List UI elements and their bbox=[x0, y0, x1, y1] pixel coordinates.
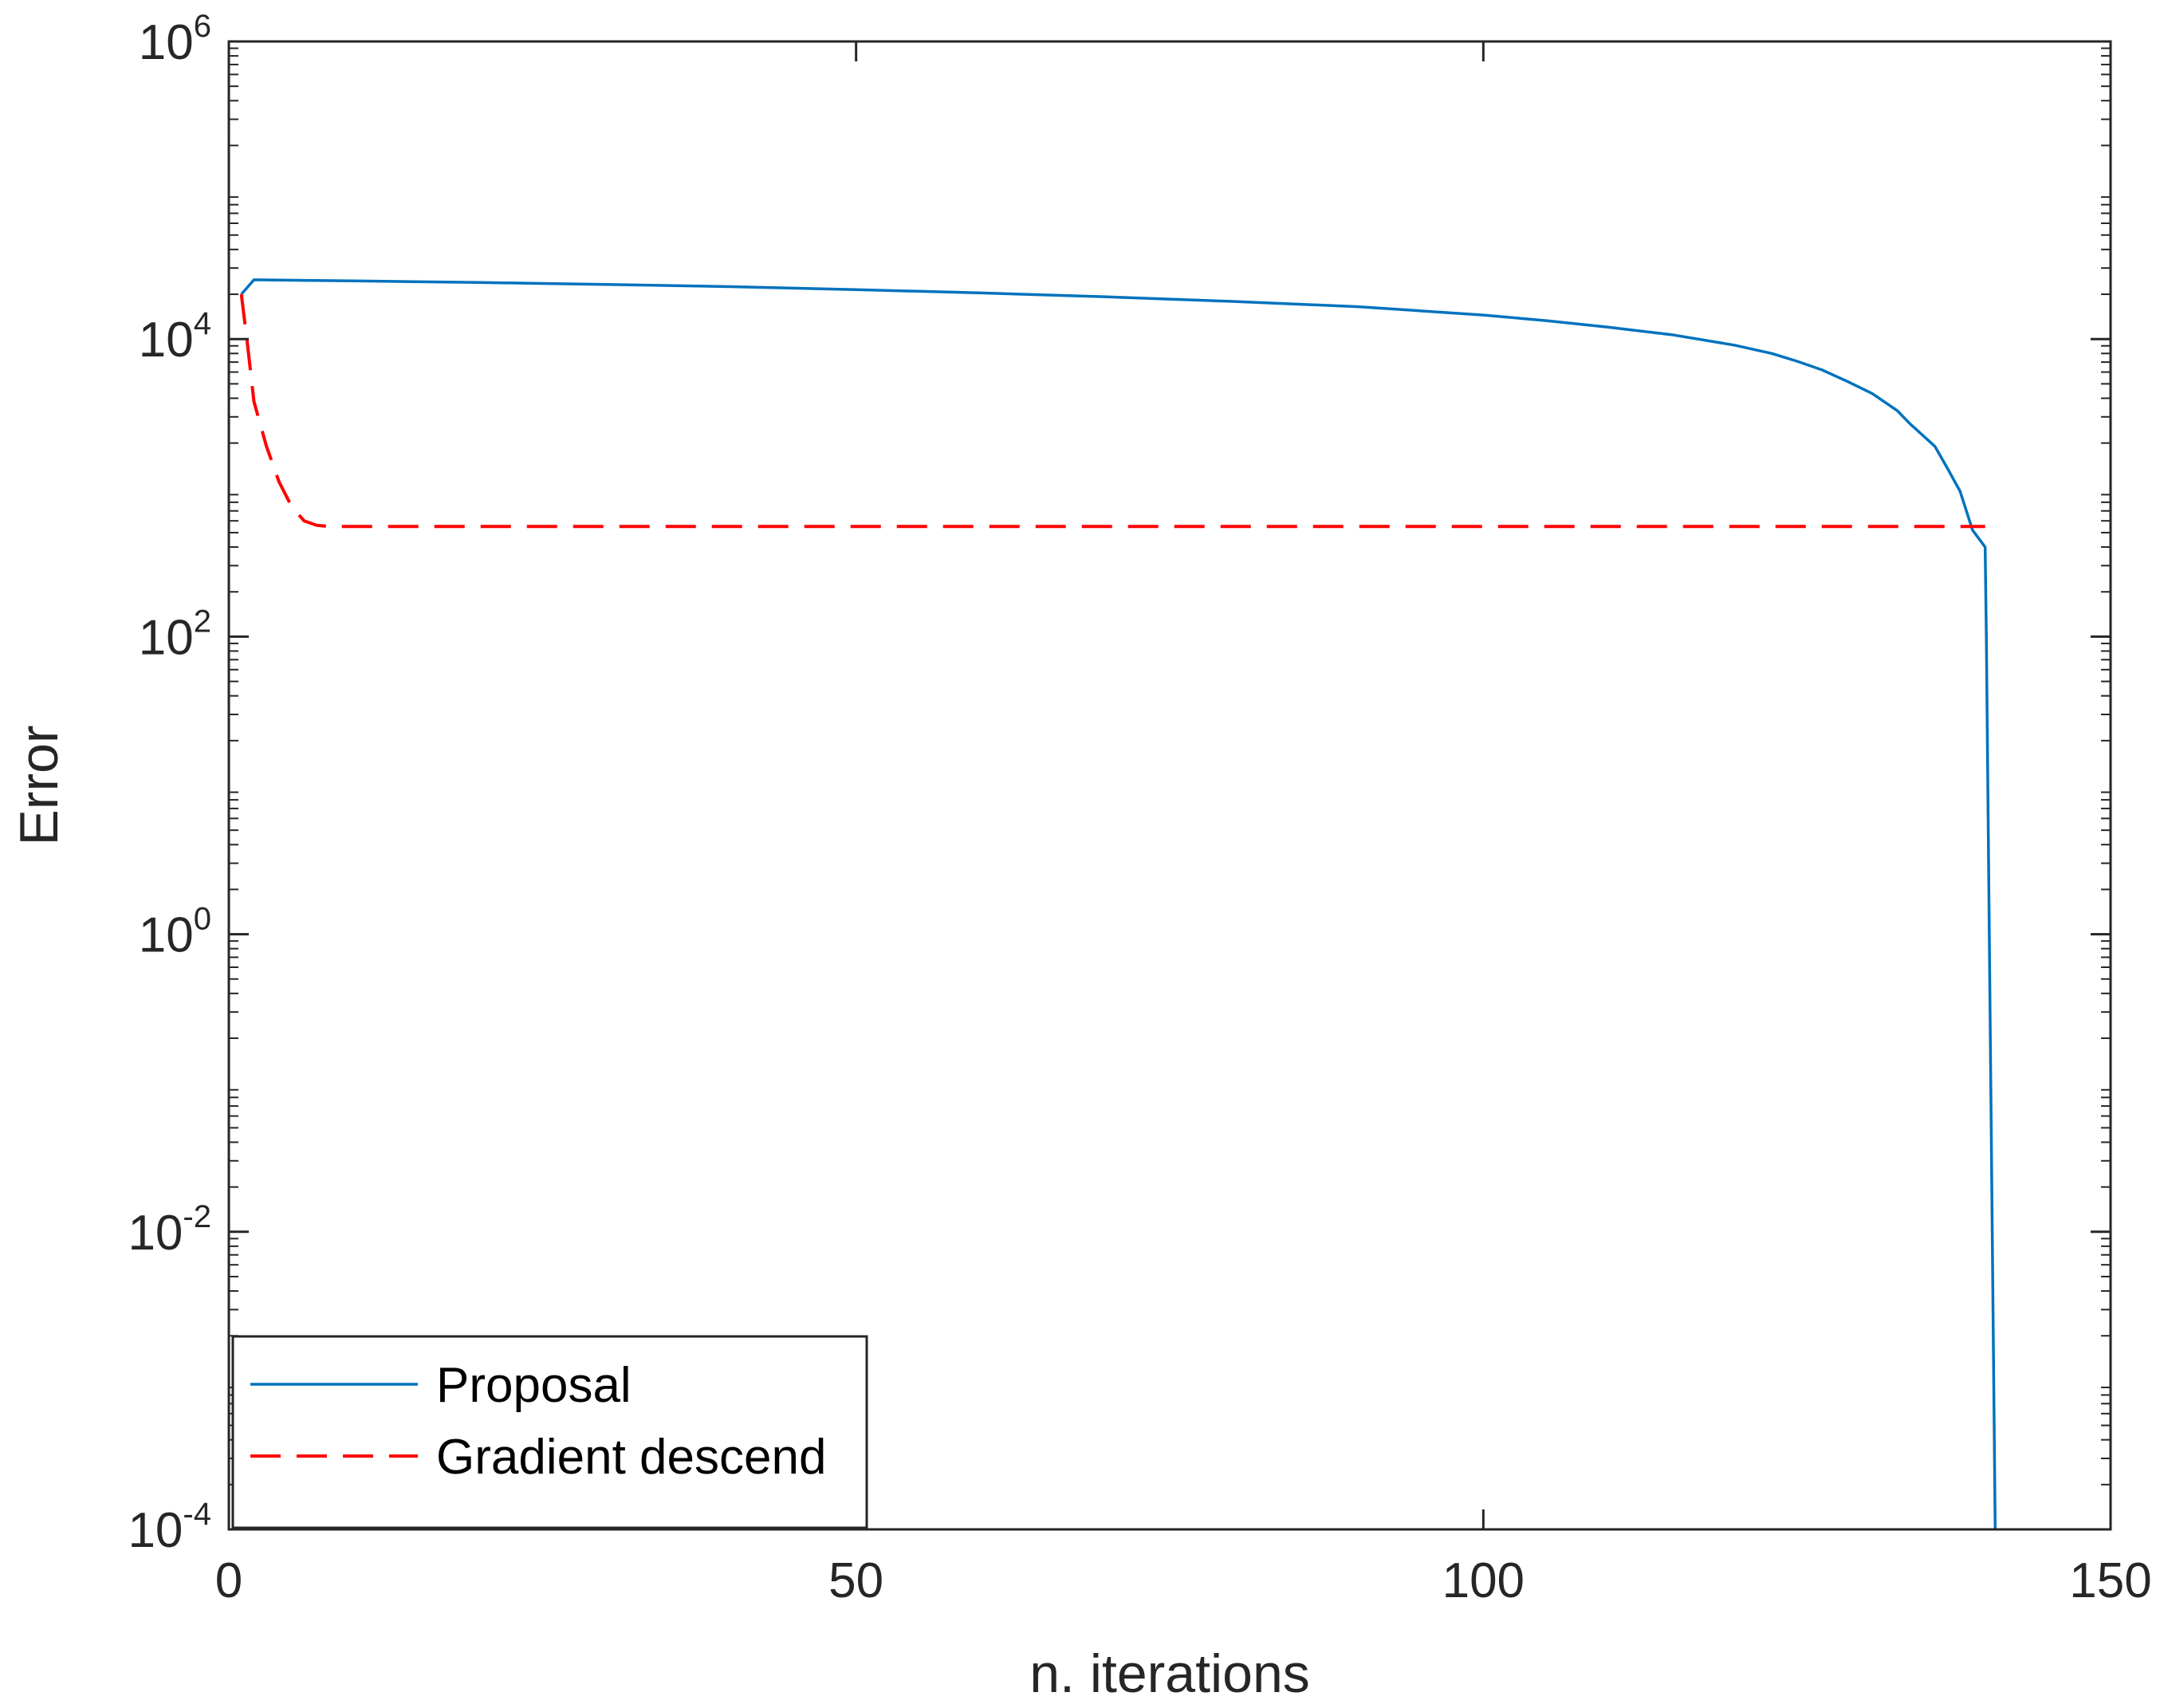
y-tick-label: 100 bbox=[139, 902, 211, 963]
series-layer bbox=[239, 278, 1997, 1529]
y-tick-label: 102 bbox=[139, 604, 211, 665]
y-tick-label: 106 bbox=[139, 9, 211, 70]
plot-area bbox=[229, 41, 2111, 1529]
y-tick-label: 104 bbox=[139, 306, 211, 368]
tick-labels: 0 50 100 150 10-4 10-2 100 102 104 106 bbox=[128, 9, 2151, 1608]
x-tick-label: 50 bbox=[828, 1553, 883, 1608]
y-tick-label: 10-4 bbox=[128, 1497, 211, 1558]
legend-box bbox=[231, 1335, 868, 1529]
x-tick-label: 100 bbox=[1442, 1553, 1525, 1608]
series-line-gradient-descend bbox=[239, 293, 1985, 529]
y-axis-title: Error bbox=[9, 725, 69, 845]
legend-label: Proposal bbox=[436, 1358, 631, 1413]
series-line-proposal bbox=[240, 278, 1997, 1529]
x-axis-title: n. iterations bbox=[1029, 1643, 1310, 1704]
legend-label: Gradient descend bbox=[436, 1430, 826, 1485]
y-tick-label: 10-2 bbox=[128, 1199, 211, 1261]
x-tick-label: 150 bbox=[2069, 1553, 2151, 1608]
axes-frame bbox=[227, 40, 2112, 1531]
legend: Proposal Gradient descend bbox=[231, 1335, 868, 1529]
x-tick-label: 0 bbox=[215, 1553, 242, 1608]
